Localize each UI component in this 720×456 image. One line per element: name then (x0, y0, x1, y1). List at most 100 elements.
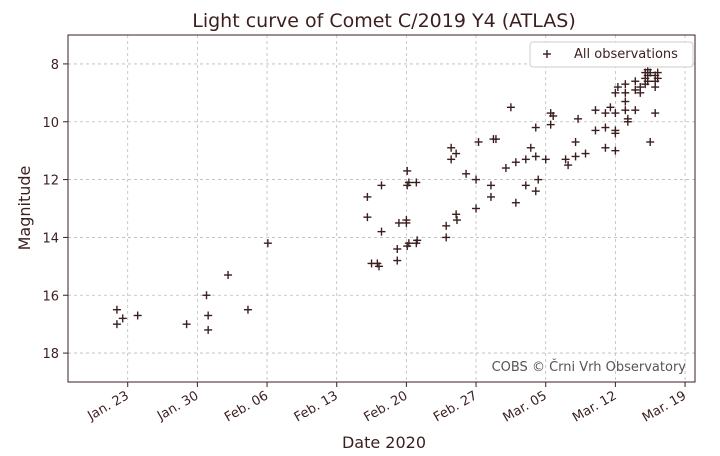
y-tick-label: 10 (42, 116, 59, 131)
copyright-annotation: COBS © Črni Vrh Observatory (492, 359, 687, 375)
observation-point (363, 192, 372, 201)
x-tick-label: Mar. 12 (570, 388, 619, 425)
observation-point (377, 227, 386, 236)
observation-point (447, 155, 456, 164)
x-axis-ticks: Jan. 23 Jan. 30 Feb. 06 Feb. 13 Feb. 20 Feb. … (84, 382, 689, 426)
observation-point (474, 137, 483, 146)
x-tick-label: Feb. 27 (431, 388, 480, 425)
y-tick-label: 16 (42, 289, 59, 304)
observation-point (636, 88, 645, 97)
observation-point (521, 155, 530, 164)
y-axis-ticks: 8 10 12 14 16 18 (42, 58, 68, 362)
observation-point (133, 311, 142, 320)
observation-point (621, 106, 630, 115)
observation-point (511, 158, 520, 167)
observation-point (581, 149, 590, 158)
observation-point (591, 126, 600, 135)
observation-point (413, 236, 422, 245)
observation-point (549, 111, 558, 120)
observation-point (118, 314, 127, 323)
y-tick-label: 18 (42, 347, 59, 362)
observation-point (486, 181, 495, 190)
observation-point (491, 135, 500, 144)
x-tick-label: Jan. 23 (84, 388, 131, 424)
observation-point (204, 311, 213, 320)
observation-point (402, 218, 411, 227)
observation-point (202, 291, 211, 300)
x-tick-label: Jan. 30 (154, 388, 201, 424)
observation-point (631, 106, 640, 115)
observation-point (651, 109, 660, 118)
observation-point (112, 305, 121, 314)
observation-point (531, 187, 540, 196)
observation-point (611, 109, 620, 118)
observation-point (442, 233, 451, 242)
observation-point (531, 152, 540, 161)
observation-point (571, 137, 580, 146)
legend-marker (543, 50, 551, 58)
plot-frame (67, 34, 696, 383)
observation-point (412, 178, 421, 187)
observation-point (623, 117, 632, 126)
observation-point (452, 149, 461, 158)
observation-point (646, 68, 655, 77)
observation-point (606, 103, 615, 112)
observation-point (631, 85, 640, 94)
observation-point (541, 155, 550, 164)
observation-point (651, 83, 660, 92)
observation-point (377, 181, 386, 190)
y-tick-label: 12 (42, 174, 59, 189)
observation-point (452, 210, 461, 219)
observation-point (394, 218, 403, 227)
observation-point (613, 83, 622, 92)
x-tick-label: Mar. 19 (640, 388, 689, 425)
observation-point (611, 88, 620, 97)
x-tick-label: Feb. 20 (361, 388, 410, 425)
grid (68, 35, 695, 382)
legend: All observations (529, 41, 694, 68)
y-axis-label: Magnitude (15, 166, 34, 251)
observation-point (621, 88, 630, 97)
observation-point (526, 143, 535, 152)
x-axis-label: Date 2020 (342, 433, 426, 452)
x-tick-label: Feb. 06 (222, 388, 271, 425)
observation-point (564, 161, 573, 170)
observation-point (204, 325, 213, 334)
observation-point (511, 198, 520, 207)
observation-point (506, 103, 515, 112)
observation-point (263, 239, 272, 248)
x-tick-label: Mar. 05 (501, 388, 550, 425)
observation-point (486, 192, 495, 201)
observation-point (621, 97, 630, 106)
observation-point (452, 216, 461, 225)
observation-point (403, 166, 412, 175)
data-points (112, 65, 662, 334)
observation-point (404, 239, 413, 248)
observation-point (534, 175, 543, 184)
observation-point (447, 143, 456, 152)
observation-point (561, 155, 570, 164)
observation-point (375, 262, 384, 271)
legend-box (529, 41, 694, 68)
observation-point (472, 204, 481, 213)
observation-point (653, 74, 662, 83)
legend-label: All observations (574, 47, 678, 62)
observation-point (546, 120, 555, 129)
observation-point (601, 123, 610, 132)
chart-title: Light curve of Comet C/2019 Y4 (ATLAS) (192, 10, 576, 32)
observation-point (472, 175, 481, 184)
x-tick-label: Feb. 13 (292, 388, 341, 425)
observation-point (404, 178, 413, 187)
observation-point (182, 320, 191, 329)
observation-point (646, 137, 655, 146)
observation-point (601, 143, 610, 152)
observation-point (393, 244, 402, 253)
observation-point (521, 181, 530, 190)
observation-point (574, 114, 583, 123)
observation-point (531, 123, 540, 132)
y-tick-label: 14 (42, 231, 59, 246)
observation-point (224, 271, 233, 280)
observation-point (591, 106, 600, 115)
observation-point (442, 221, 451, 230)
